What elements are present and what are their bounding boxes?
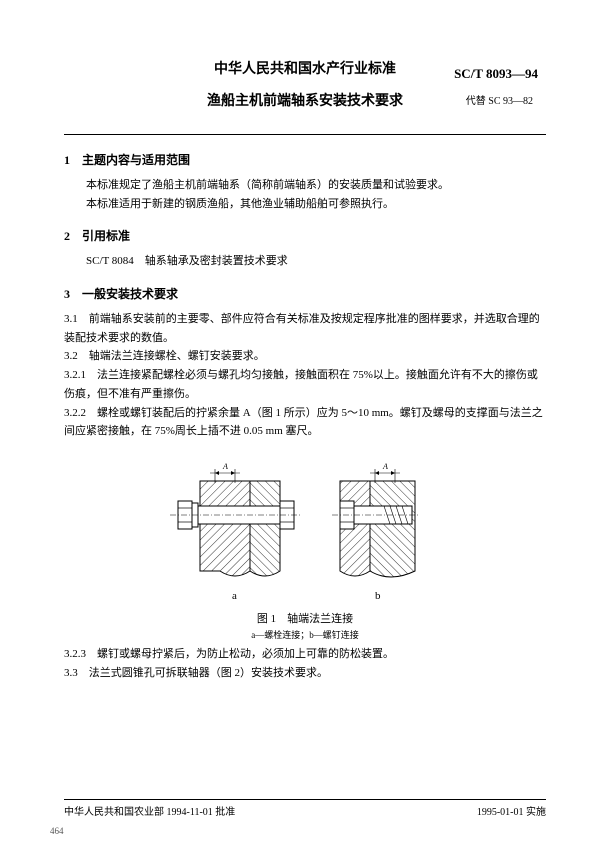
clause-3-3: 3.3 法兰式圆锥孔可拆联轴器（图 2）安装技术要求。 — [64, 664, 546, 683]
dim-label-A-left: A — [222, 462, 228, 471]
standard-replace: 代替 SC 93—82 — [466, 92, 533, 107]
s1-p1: 本标准规定了渔船主机前端轴系（简称前端轴系）的安装质量和试验要求。 — [64, 176, 546, 195]
title-divider — [64, 134, 546, 135]
footer-effective: 1995-01-01 实施 — [477, 803, 546, 818]
sub-label-b: b — [375, 590, 381, 601]
page-footer: 中华人民共和国农业部 1994-11-01 批准 1995-01-01 实施 — [64, 799, 546, 818]
footer-approval: 中华人民共和国农业部 1994-11-01 批准 — [64, 803, 235, 818]
sub-label-a: a — [232, 590, 237, 601]
clause-3-2-3: 3.2.3 螺钉或螺母拧紧后，为防止松动，必须加上可靠的防松装置。 — [64, 645, 546, 664]
clause-3-2-1: 3.2.1 法兰连接紧配螺栓必须与螺孔均匀接触，接触面积在 75%以上。接触面允… — [64, 366, 546, 403]
s2-p1: SC/T 8084 轴系轴承及密封装置技术要求 — [64, 252, 546, 271]
clause-3-2-2: 3.2.2 螺栓或螺钉装配后的拧紧余量 A（图 1 所示）应为 5～10 mm。… — [64, 404, 546, 441]
section-2-title: 2 引用标准 — [64, 227, 546, 244]
figure-1-subcaption: a—螺栓连接；b—螺钉连接 — [64, 628, 546, 641]
section-1-title: 1 主题内容与适用范围 — [64, 151, 546, 168]
figure-1: A a — [64, 451, 546, 641]
standard-code: SC/T 8093—94 — [454, 66, 538, 82]
figure-1-caption: 图 1 轴端法兰连接 — [64, 610, 546, 626]
clause-3-1: 3.1 前端轴系安装前的主要零、部件应符合有关标准及按规定程序批准的图样要求，并… — [64, 310, 546, 347]
s1-p2: 本标准适用于新建的钢质渔船，其他渔业辅助船舶可参照执行。 — [64, 195, 546, 214]
section-3-title: 3 一般安装技术要求 — [64, 285, 546, 302]
page-number: 464 — [50, 826, 64, 836]
dim-label-A-right: A — [382, 462, 388, 471]
clause-3-2: 3.2 轴端法兰连接螺栓、螺钉安装要求。 — [64, 347, 546, 366]
